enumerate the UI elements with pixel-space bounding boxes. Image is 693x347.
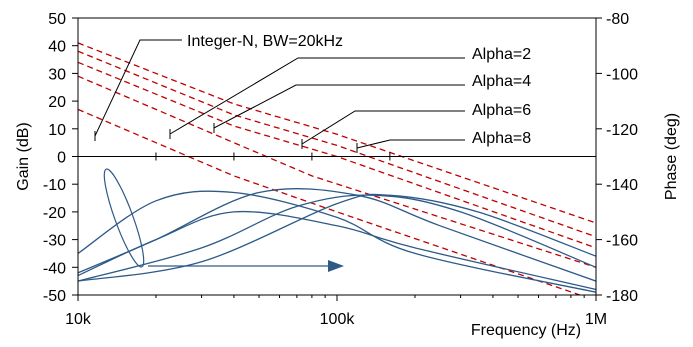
y-tick-label: 0 [57, 150, 66, 167]
axes: 50 40 30 20 10 0 -10 -20 -30 -40 -50 -80 -100 -120 -14… [15, 11, 680, 339]
gain-curve-4 [78, 50, 596, 238]
annotation-leader-5 [356, 139, 465, 149]
y2-axis-title: Phase (deg) [663, 113, 680, 200]
y-tick-label: 40 [48, 39, 66, 56]
y-tick-label: 20 [48, 94, 66, 111]
arrow-head [328, 260, 344, 272]
y-tick-label: -10 [43, 177, 66, 194]
phase-curve-3 [78, 188, 596, 282]
y2-tick-label: -120 [606, 122, 638, 139]
gain-curve-3 [78, 61, 596, 249]
y-axis-title: Gain (dB) [15, 122, 32, 190]
annotation-leader-1 [94, 39, 182, 137]
phase-curve-2 [78, 190, 596, 293]
x-tick-label: 100k [320, 311, 356, 328]
y2-tick-label: -100 [606, 66, 638, 83]
annotation-label-2: Alpha=2 [472, 46, 531, 63]
x-tick-label: 1M [585, 311, 607, 328]
phase-curve-1 [78, 210, 596, 291]
gain-curves [78, 42, 596, 295]
y-tick-label: 30 [48, 66, 66, 83]
y-tick-label: 10 [48, 122, 66, 139]
y2-tick-label: -180 [606, 288, 638, 305]
annotation-label-3: Alpha=4 [472, 73, 531, 90]
y-tick-label: -30 [43, 233, 66, 250]
annotation-label-4: Alpha=6 [472, 102, 531, 119]
y-tick-label: 50 [48, 11, 66, 28]
annotations: Integer-N, BW=20kHz Alpha=2 Alpha=4 Alpha=6… [94, 33, 531, 272]
annotation-leader-2 [169, 57, 465, 135]
phase-curves [78, 188, 596, 293]
phase-curve-4 [78, 194, 596, 282]
annotation-label-1: Integer-N, BW=20kHz [187, 33, 343, 50]
gain-curve-2 [78, 75, 596, 268]
x-tick-label: 10k [65, 311, 92, 328]
annotation-leader-3 [213, 84, 465, 129]
gain-curve-5 [78, 42, 596, 224]
phase-curve-5 [78, 193, 596, 282]
annotation-label-5: Alpha=8 [472, 130, 531, 147]
y-tick-label: -50 [43, 288, 66, 305]
y2-tick-label: -160 [606, 233, 638, 250]
x-axis-title: Frequency (Hz) [471, 322, 581, 339]
y2-tick-label: -140 [606, 177, 638, 194]
phase-group-ellipse [103, 168, 145, 268]
y-tick-label: -40 [43, 260, 66, 277]
y2-tick-label: -80 [606, 11, 629, 28]
y-tick-label: -20 [43, 205, 66, 222]
annotation-leader-4 [301, 110, 465, 145]
